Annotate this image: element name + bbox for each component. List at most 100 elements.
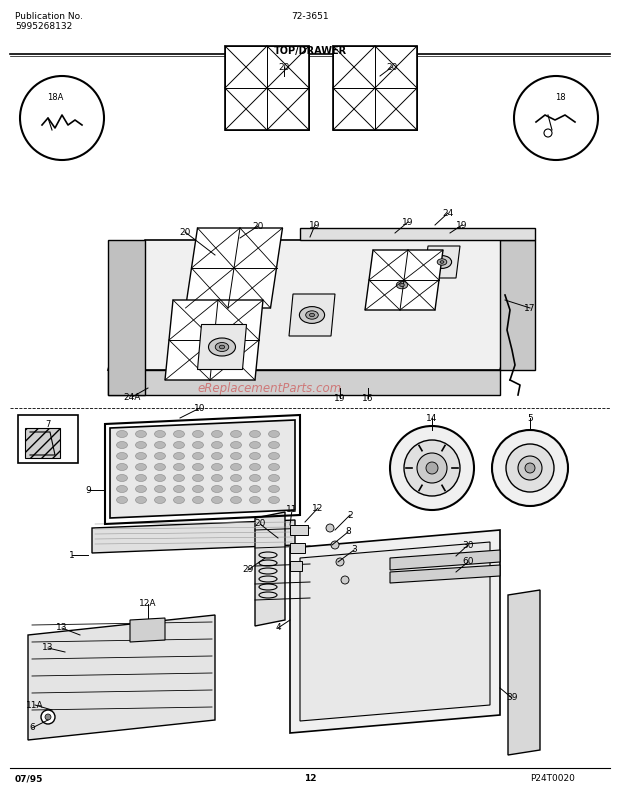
Ellipse shape [249, 475, 260, 482]
Text: 20: 20 [278, 62, 290, 71]
Bar [290, 561, 302, 571]
Polygon shape [381, 266, 423, 304]
Ellipse shape [268, 497, 280, 504]
Polygon shape [165, 300, 263, 380]
Ellipse shape [117, 441, 128, 448]
Text: 17: 17 [525, 304, 536, 312]
Ellipse shape [154, 486, 166, 493]
Ellipse shape [211, 452, 223, 460]
Polygon shape [267, 88, 309, 130]
Text: 72-3651: 72-3651 [291, 12, 329, 21]
Ellipse shape [440, 261, 444, 263]
Text: 6: 6 [29, 724, 35, 732]
Text: 3: 3 [351, 546, 357, 554]
Ellipse shape [211, 430, 223, 437]
Text: 19: 19 [309, 221, 321, 229]
Ellipse shape [268, 464, 280, 471]
Ellipse shape [174, 486, 185, 493]
Ellipse shape [208, 338, 236, 356]
Ellipse shape [249, 486, 260, 493]
Ellipse shape [117, 452, 128, 460]
Circle shape [41, 710, 55, 724]
Ellipse shape [174, 452, 185, 460]
Ellipse shape [400, 283, 404, 286]
Ellipse shape [136, 486, 146, 493]
Text: 11A: 11A [26, 701, 44, 710]
Ellipse shape [136, 430, 146, 437]
Ellipse shape [211, 475, 223, 482]
Text: 19: 19 [334, 393, 346, 403]
Ellipse shape [231, 486, 242, 493]
Ellipse shape [154, 452, 166, 460]
Polygon shape [375, 46, 417, 88]
Ellipse shape [268, 452, 280, 460]
Text: 24: 24 [443, 209, 454, 218]
Text: 39: 39 [507, 694, 518, 702]
Polygon shape [198, 324, 247, 369]
Polygon shape [28, 615, 215, 740]
Ellipse shape [391, 278, 414, 293]
Ellipse shape [117, 430, 128, 437]
Polygon shape [255, 512, 285, 626]
Circle shape [417, 453, 447, 483]
Ellipse shape [215, 343, 229, 351]
Ellipse shape [432, 255, 451, 268]
Ellipse shape [136, 497, 146, 504]
Ellipse shape [192, 441, 203, 448]
Ellipse shape [268, 486, 280, 493]
Ellipse shape [231, 452, 242, 460]
Polygon shape [365, 250, 443, 310]
Text: 13: 13 [42, 644, 54, 653]
Text: 5995268132: 5995268132 [15, 22, 73, 31]
Text: 20: 20 [254, 520, 266, 528]
Circle shape [506, 444, 554, 492]
Ellipse shape [174, 497, 185, 504]
Polygon shape [424, 246, 460, 278]
Polygon shape [333, 46, 375, 88]
Ellipse shape [268, 430, 280, 437]
Ellipse shape [192, 497, 203, 504]
Text: 2: 2 [347, 510, 353, 520]
Polygon shape [289, 294, 335, 336]
Text: 20: 20 [179, 228, 191, 237]
Ellipse shape [154, 430, 166, 437]
Ellipse shape [231, 497, 242, 504]
Polygon shape [92, 520, 295, 553]
Ellipse shape [117, 497, 128, 504]
Polygon shape [108, 240, 145, 395]
Ellipse shape [211, 464, 223, 471]
Polygon shape [108, 240, 535, 370]
Text: eReplacementParts.com: eReplacementParts.com [198, 381, 342, 395]
Ellipse shape [268, 475, 280, 482]
Ellipse shape [309, 313, 314, 316]
Ellipse shape [231, 475, 242, 482]
Text: 19: 19 [402, 218, 414, 226]
Ellipse shape [154, 497, 166, 504]
Polygon shape [300, 228, 535, 240]
Polygon shape [130, 618, 165, 642]
Polygon shape [267, 46, 309, 88]
Polygon shape [110, 420, 295, 518]
Text: 60: 60 [463, 558, 474, 566]
Text: 30: 30 [463, 540, 474, 550]
Text: 16: 16 [362, 393, 374, 403]
Text: 14: 14 [427, 414, 438, 422]
Circle shape [404, 440, 460, 496]
Circle shape [45, 714, 51, 720]
Circle shape [390, 426, 474, 510]
Polygon shape [225, 46, 267, 88]
Ellipse shape [299, 307, 325, 324]
Ellipse shape [136, 475, 146, 482]
Text: 12A: 12A [140, 600, 157, 608]
Circle shape [341, 576, 349, 584]
Ellipse shape [174, 475, 185, 482]
Polygon shape [390, 565, 500, 583]
Circle shape [518, 456, 542, 480]
Bar [290, 525, 308, 535]
Ellipse shape [174, 430, 185, 437]
Circle shape [331, 541, 339, 549]
Text: Publication No.: Publication No. [15, 12, 83, 21]
Ellipse shape [219, 345, 224, 349]
Circle shape [525, 463, 535, 473]
Ellipse shape [117, 475, 128, 482]
